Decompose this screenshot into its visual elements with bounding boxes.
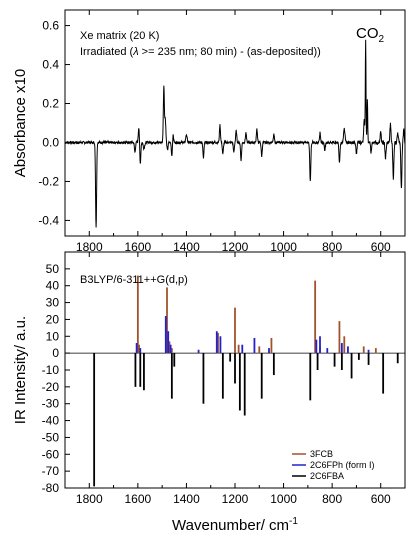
- bottom-ytick-label: -10: [42, 363, 60, 377]
- legend-label: 2C6FBA: [310, 471, 344, 481]
- bottom-ytick-label: -80: [42, 481, 60, 495]
- bottom-xtick-label: 1400: [173, 492, 200, 506]
- top-xtick-label: 1400: [173, 240, 200, 254]
- top-series: [64, 39, 406, 228]
- legend-label: 2C6FPh (form I): [310, 460, 375, 470]
- bottom-ytick-label: 50: [46, 262, 60, 276]
- top-ytick-label: -0.4: [38, 213, 59, 227]
- co2-peak-label: CO2: [356, 25, 385, 45]
- top-xtick-label: 800: [322, 240, 342, 254]
- bottom-ytick-label: -70: [42, 464, 60, 478]
- co2-label-main: CO: [356, 25, 379, 42]
- top-xtick-label: 600: [371, 240, 391, 254]
- top-ticks: 1800 1600 1400 1200 1000 800 600 -0.4 -0.2 0.0 0.2…: [38, 10, 406, 254]
- top-ytick-label: 0.4: [42, 58, 59, 72]
- bottom-ytick-label: -40: [42, 414, 60, 428]
- top-ytick-label: 0.2: [42, 97, 59, 111]
- top-xtick-label: 1800: [76, 240, 103, 254]
- bottom-series: [65, 275, 405, 487]
- top-panel: 1800 1600 1400 1200 1000 800 600 -0.4 -0.2 0.0 0.2…: [12, 9, 406, 254]
- bottom-y-axis-label: IR Intensity/ a.u.: [12, 316, 29, 424]
- bottom-xtick-label: 800: [322, 492, 342, 506]
- bottom-xtick-label: 600: [371, 492, 391, 506]
- bottom-ytick-label: -30: [42, 397, 60, 411]
- bottom-xtick-label: 1600: [125, 492, 152, 506]
- bottom-panel: 1800 1600 1400 1200 1000 800 600 -80 -70 -60 -50 -4…: [12, 251, 406, 534]
- top-y-axis-label: Absorbance x10: [12, 69, 29, 177]
- co2-label-sub: 2: [379, 34, 385, 45]
- top-annotation-part-a: Irradiated (: [80, 46, 134, 58]
- top-xtick-label: 1000: [270, 240, 297, 254]
- legend-label: 3FCB: [310, 449, 333, 459]
- top-annotation-line2: Irradiated (λ >= 235 nm; 80 min) - (as-d…: [80, 46, 321, 58]
- bottom-ytick-label: 40: [46, 279, 60, 293]
- bottom-ytick-label: 30: [46, 296, 60, 310]
- top-spectrum-line: [64, 39, 406, 228]
- top-annotation-part-b: >= 235 nm; 80 min) - (as-deposited)): [139, 46, 321, 58]
- bottom-xtick-label: 1200: [222, 492, 249, 506]
- top-xtick-label: 1200: [222, 240, 249, 254]
- top-annotation-line1: Xe matrix (20 K): [80, 30, 159, 42]
- top-xtick-label: 1600: [125, 240, 152, 254]
- bottom-ticks: 1800 1600 1400 1200 1000 800 600 -80 -70 -60 -50 -4…: [42, 252, 406, 506]
- top-ytick-label: 0.6: [42, 19, 59, 33]
- x-axis-label-main: Wavenumber/ cm: [172, 517, 289, 534]
- bottom-ytick-label: -20: [42, 380, 60, 394]
- top-ytick-label: -0.2: [38, 174, 59, 188]
- bottom-ytick-label: -50: [42, 430, 60, 444]
- top-ytick-label: 0.0: [42, 135, 59, 149]
- bottom-ytick-label: 10: [46, 329, 60, 343]
- bottom-ytick-label: 0: [52, 346, 59, 360]
- top-plot-frame: [64, 9, 406, 237]
- bottom-xtick-label: 1000: [270, 492, 297, 506]
- bottom-annotation: B3LYP/6-311++G(d,p): [80, 274, 188, 286]
- bottom-ytick-label: 20: [46, 312, 60, 326]
- x-axis-label: Wavenumber/ cm-1: [172, 516, 298, 534]
- top-annotation-lambda: λ: [132, 46, 138, 58]
- bottom-ytick-label: -60: [42, 447, 60, 461]
- x-axis-label-sup: -1: [289, 516, 298, 527]
- bottom-xtick-label: 1800: [76, 492, 103, 506]
